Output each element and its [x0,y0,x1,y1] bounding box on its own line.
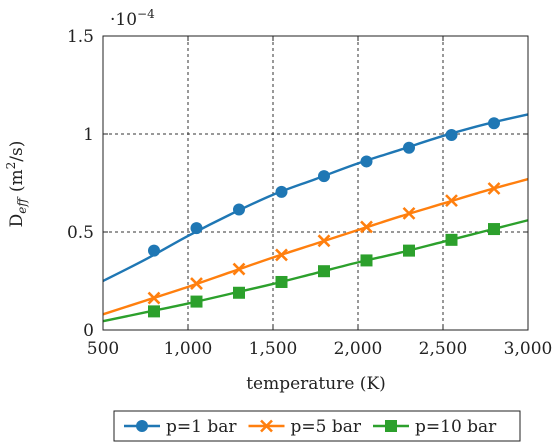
x-tick-label: 3,000 [504,339,553,359]
data-point-series-2 [190,277,203,290]
data-point-series-1 [190,222,203,235]
x-tick-label: 2,000 [334,339,383,359]
legend-label-1: p=1 bar [166,417,237,437]
legend-label-2: p=5 bar [291,417,362,437]
x-tick-label: 2,500 [419,339,468,359]
data-point-series-1 [148,244,160,257]
data-point-series-2 [402,206,416,220]
x-tick-label: 1,000 [164,339,213,359]
series-lines [102,113,529,323]
data-point-series-1 [275,185,288,198]
data-point-series-1 [233,203,245,216]
data-point-series-3 [488,223,500,236]
data-point-series-2 [487,182,501,195]
y-label-unit-post: /s) [7,141,27,162]
grid-lines [103,36,528,330]
legend-label-3: p=10 bar [415,417,497,437]
legend-marker-1 [136,420,148,432]
data-point-series-3 [318,265,330,278]
legend: p=1 bar p=5 bar p=10 bar [113,410,521,442]
y-tick-label: 1 [83,125,94,145]
y-multiplier-exponent: −4 [137,7,155,21]
y-axis-label: Deff (m2/s) [4,141,29,228]
y-label-unit-sup: 2 [4,162,18,170]
data-point-series-3 [360,254,373,267]
y-tick-label: 0 [83,321,94,341]
x-tick-label: 1,500 [249,339,298,359]
data-point-series-3 [233,286,245,299]
x-tick-label: 500 [87,339,119,359]
data-point-series-2 [232,262,246,276]
y-multiplier: ·10−4 [110,7,155,30]
data-point-series-3 [275,275,288,288]
data-point-series-2 [275,248,288,262]
y-tick-label: 0.5 [67,223,94,243]
data-point-series-3 [190,295,203,308]
y-label-sub: eff [15,196,29,214]
data-point-series-2 [360,220,373,234]
data-point-series-2 [317,234,331,248]
y-label-unit-pre: (m [7,169,27,192]
data-point-series-2 [445,194,458,208]
series-markers [147,117,501,318]
data-point-series-1 [360,155,373,168]
data-point-series-1 [445,128,458,141]
data-point-series-3 [148,305,160,318]
plot-frame [102,35,529,331]
y-label-main: D [7,214,27,228]
data-point-series-1 [403,141,415,154]
data-point-series-3 [403,244,415,257]
axis-ticks: 500 1,000 1,500 2,000 2,500 3,000 0 0.5 1 1.5 [67,27,552,359]
data-point-series-1 [488,117,500,130]
series-line-2 [102,177,529,316]
legend-marker-3 [385,420,397,432]
x-axis-label: temperature (K) [246,374,386,394]
data-point-series-2 [147,291,161,305]
y-tick-label: 1.5 [67,27,94,47]
legend-box [113,410,521,442]
data-point-series-1 [318,170,330,183]
legend-marker-2 [260,419,273,433]
y-multiplier-base: ·10 [110,10,137,30]
data-point-series-3 [445,233,458,246]
series-line-3 [102,219,529,323]
